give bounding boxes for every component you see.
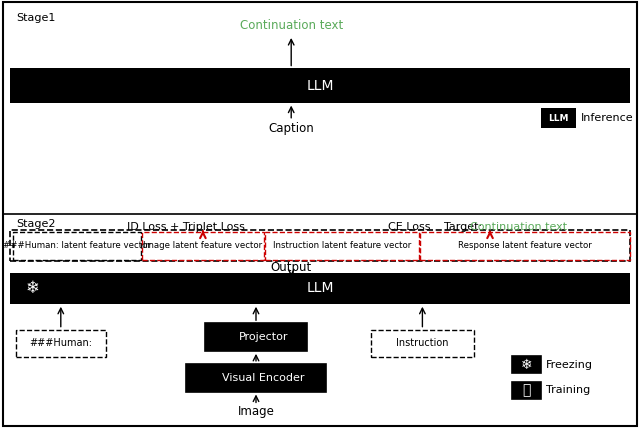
Text: Stage1: Stage1: [16, 13, 56, 23]
Bar: [10, 273, 630, 304]
Text: Response latent feature vector: Response latent feature vector: [458, 241, 592, 250]
Bar: [13, 232, 141, 260]
Text: ID Loss + Triplet Loss: ID Loss + Triplet Loss: [127, 222, 244, 232]
Text: ###Human:: ###Human:: [29, 339, 92, 348]
Bar: [265, 232, 419, 260]
Text: CE Loss: CE Loss: [388, 222, 431, 232]
Bar: [142, 232, 264, 260]
Text: ❄: ❄: [520, 358, 532, 372]
Text: Continuation text: Continuation text: [239, 19, 343, 32]
Bar: [16, 330, 106, 357]
Text: 🔥: 🔥: [522, 383, 531, 397]
Text: Image latent feature vector: Image latent feature vector: [143, 241, 262, 250]
Bar: [512, 356, 541, 373]
Text: Projector: Projector: [239, 332, 289, 342]
Bar: [186, 364, 326, 392]
Text: Target:: Target:: [444, 222, 485, 232]
Bar: [512, 382, 541, 399]
Text: Caption: Caption: [268, 122, 314, 135]
Text: Visual Encoder: Visual Encoder: [223, 373, 305, 383]
Text: Continuation text: Continuation text: [470, 222, 568, 232]
Text: 🔥: 🔥: [195, 371, 204, 385]
Bar: [205, 323, 307, 351]
Text: Image: Image: [237, 405, 275, 418]
Text: LLM: LLM: [548, 113, 569, 123]
Text: LLM: LLM: [307, 79, 333, 92]
Text: ❄: ❄: [25, 279, 39, 297]
Text: Freezing: Freezing: [546, 360, 593, 370]
Bar: [420, 232, 630, 260]
Text: Stage2: Stage2: [16, 219, 56, 229]
Text: LLM: LLM: [307, 282, 333, 295]
Bar: [10, 68, 630, 103]
Text: ###Human: latent feature vector: ###Human: latent feature vector: [3, 241, 151, 250]
Text: 🔥: 🔥: [214, 330, 223, 344]
Text: Output: Output: [271, 262, 312, 274]
Bar: [10, 230, 630, 261]
Text: Training: Training: [546, 385, 590, 395]
Text: Instruction: Instruction: [396, 339, 449, 348]
Text: Instruction latent feature vector: Instruction latent feature vector: [273, 241, 411, 250]
Text: Inference: Inference: [581, 113, 634, 123]
Bar: [541, 108, 576, 128]
Bar: [371, 330, 474, 357]
